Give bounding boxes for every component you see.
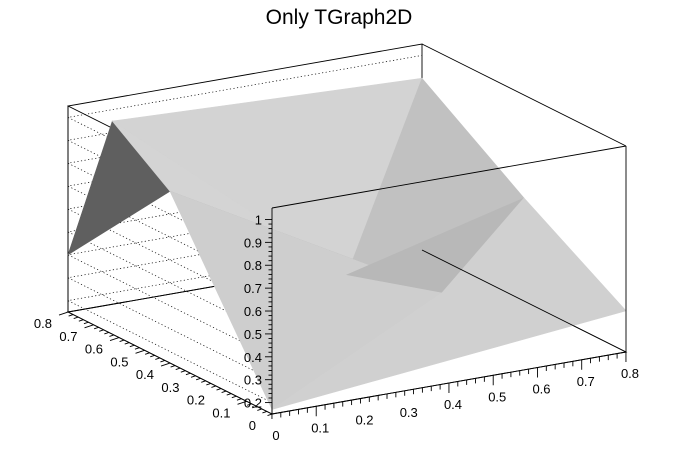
grid-line (66, 238, 423, 403)
y-axis-tick (226, 393, 232, 396)
y-axis-tick (134, 347, 140, 350)
frame-edge (271, 145, 627, 209)
y-axis-tick (160, 360, 166, 363)
y-axis-tick (267, 413, 273, 416)
y-axis-tick (175, 367, 181, 371)
y-axis-tick-label: 0.5 (110, 354, 128, 369)
frame-edge (421, 43, 627, 147)
x-axis-tick-label: 0.3 (400, 405, 418, 420)
x-axis-tick-label: 0.4 (444, 397, 462, 412)
z-axis-tick-label: 0.7 (244, 281, 262, 296)
frame-edge (271, 351, 627, 415)
front-frame (271, 43, 627, 415)
x-axis-tick-label: 0.7 (577, 374, 595, 389)
y-axis-tick (109, 337, 120, 341)
z-axis-tick-label: 0.3 (244, 373, 262, 388)
chart-title: Only TGraph2D (266, 6, 413, 29)
y-axis-tick (144, 352, 150, 355)
y-axis-tick (135, 349, 145, 354)
z-axis-tick-label: 0.8 (244, 258, 262, 273)
y-axis-tick-label: 0.2 (187, 393, 205, 408)
z-axis-tick-label: 0.9 (244, 235, 262, 250)
y-axis-tick (185, 372, 191, 376)
y-axis-tick (252, 405, 257, 409)
z-axis-tick-label: 0.4 (244, 350, 262, 365)
y-axis-tick (129, 344, 135, 348)
grid-line (66, 215, 423, 381)
surface-facet (441, 197, 627, 312)
y-axis-tick (206, 382, 211, 386)
y-axis-tick (221, 390, 227, 393)
y-axis-tick (195, 377, 201, 381)
y-axis-tick-label: 0.1 (212, 405, 230, 420)
y-axis-tick (236, 398, 242, 401)
y-axis-tick (83, 321, 89, 325)
y-axis-tick (170, 365, 176, 368)
y-axis-tick-label: 0.4 (136, 367, 154, 382)
grid-line (66, 169, 423, 335)
y-axis-tick (99, 329, 104, 332)
y-axis-tick (180, 370, 186, 373)
y-axis-tick (190, 375, 196, 378)
y-axis-tick (58, 311, 69, 316)
y-axis-tick (246, 403, 252, 406)
y-axis-tick (211, 385, 217, 388)
grid-line (66, 146, 423, 312)
z-axis-tick-label: 0.2 (244, 396, 262, 411)
x-axis-tick-label: 0.1 (311, 420, 329, 435)
x-axis-tick-label: 0.2 (355, 413, 373, 428)
y-axis-tick (73, 316, 79, 320)
surface (67, 77, 627, 410)
y-axis-tick (93, 326, 99, 330)
y-axis-tick-label: 0.8 (34, 316, 52, 331)
z-axis-tick-label: 0.5 (244, 327, 262, 342)
y-axis-tick (124, 342, 130, 345)
y-axis-tick (84, 324, 94, 329)
y-axis-tick (216, 388, 222, 391)
y-axis-tick (237, 400, 247, 405)
y-axis-tick (109, 334, 115, 337)
z-axis-tick-label: 0.6 (244, 304, 262, 319)
frame-edge (421, 249, 627, 353)
y-axis-tick (160, 362, 171, 367)
axis-ticks: 0 0.1 0.2 0.3 0.4 0.5 0.6 0.7 0.8 0 0.1 0.2 0.3 0.4 0.… (34, 212, 639, 443)
y-axis-tick (201, 380, 206, 383)
y-axis-tick (78, 319, 84, 322)
x-axis-tick-label: 0 (272, 428, 279, 443)
x-axis-tick-label: 0.5 (488, 389, 506, 404)
y-axis-tick-label: 0 (249, 418, 256, 433)
y-axis-tick (257, 408, 262, 411)
y-axis-tick-label: 0.3 (161, 380, 179, 395)
y-axis-tick-label: 0.7 (59, 329, 77, 344)
y-axis-tick (68, 314, 74, 317)
y-axis-tick (104, 331, 109, 335)
x-axis-tick-label: 0.8 (621, 366, 639, 381)
y-axis-tick (150, 354, 155, 358)
y-axis-tick (119, 339, 125, 342)
y-axis-tick (231, 395, 237, 399)
y-axis-tick (155, 357, 160, 360)
y-axis-tick-label: 0.6 (85, 342, 103, 357)
grid-line (66, 192, 423, 358)
z-axis-tick-label: 1 (255, 212, 262, 227)
x-axis-tick-label: 0.6 (532, 382, 550, 397)
y-axis-tick (262, 411, 268, 414)
